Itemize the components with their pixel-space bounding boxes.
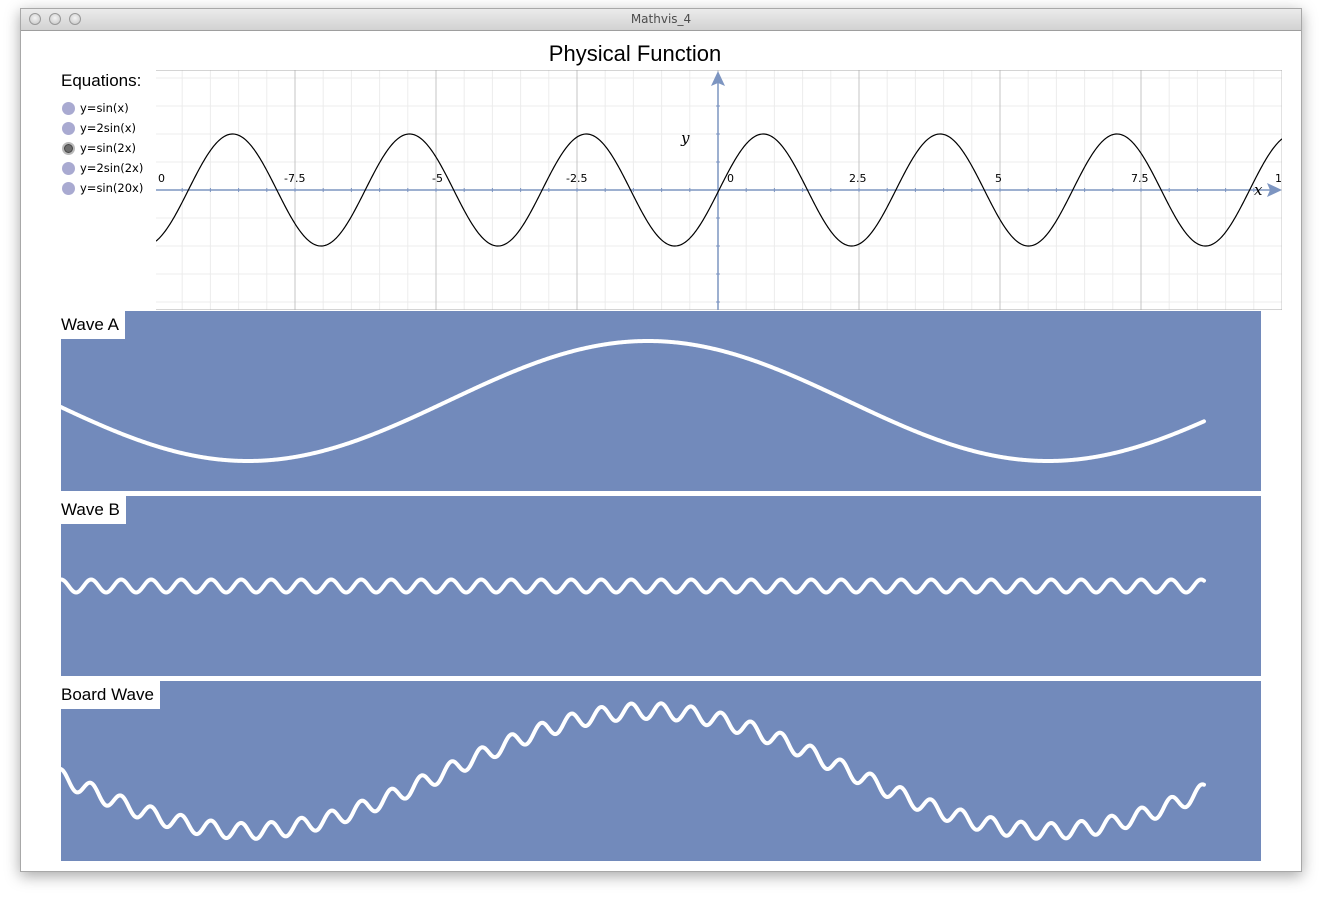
wave-b-plot: [61, 577, 1206, 595]
wave-a-line: [61, 339, 1206, 463]
board-wave-line: [61, 701, 1206, 841]
graph-title: Physical Function: [548, 41, 722, 66]
x-tick-label: -2.5: [566, 172, 587, 185]
x-tick-label: -7.5: [284, 172, 305, 185]
wave-a-plot: [61, 339, 1206, 463]
minimize-window-button[interactable]: [49, 13, 61, 25]
board-wave-plot: [61, 701, 1206, 841]
radio-button[interactable]: [62, 101, 75, 115]
wave-a-panel: Wave A: [61, 311, 1261, 491]
equation-option-sin-20x[interactable]: y=sin(20x): [62, 180, 143, 196]
x-tick-label: 5: [995, 172, 1002, 185]
board-wave-panel: Board Wave: [61, 681, 1261, 861]
y-axis-arrow: [711, 71, 725, 86]
wave-b-panel: Wave B: [61, 496, 1261, 676]
board-wave-label: Board Wave: [61, 681, 160, 709]
app-window: Mathvis_4 Physical Function Equations: y…: [20, 8, 1302, 872]
x-tick-label: 2.5: [849, 172, 867, 185]
function-curve-sin-2x: [156, 133, 1282, 247]
close-window-button[interactable]: [29, 13, 41, 25]
equation-option-sin-x[interactable]: y=sin(x): [62, 100, 129, 116]
equation-label: y=sin(x): [80, 101, 129, 115]
x-tick-label: 1: [1275, 172, 1282, 185]
wave-a-label: Wave A: [61, 311, 125, 339]
x-axis-label: x: [1254, 181, 1263, 199]
x-tick-label: 0: [158, 172, 165, 185]
zoom-window-button[interactable]: [69, 13, 81, 25]
equation-label: y=2sin(2x): [80, 161, 144, 175]
equation-option-sin-2x[interactable]: y=sin(2x): [62, 140, 136, 156]
function-graph[interactable]: 0 -7.5 -5 -2.5 0 2.5 5 7.5 1 y x: [156, 70, 1282, 310]
equation-option-2sin-2x[interactable]: y=2sin(2x): [62, 160, 143, 176]
title-bar: Mathvis_4: [21, 9, 1301, 31]
wave-b-line: [61, 577, 1206, 595]
equation-label: y=sin(20x): [80, 181, 144, 195]
equation-label: y=2sin(x): [80, 121, 137, 135]
equations-label: Equations:: [61, 71, 142, 90]
x-tick-label: -5: [432, 172, 443, 185]
radio-button[interactable]: [62, 121, 75, 135]
x-axis-arrow: [1267, 183, 1282, 197]
radio-button[interactable]: [62, 181, 75, 195]
wave-b-label: Wave B: [61, 496, 126, 524]
radio-button-selected[interactable]: [62, 141, 75, 155]
window-title: Mathvis_4: [630, 12, 692, 26]
equation-label: y=sin(2x): [80, 141, 137, 155]
x-tick-label: 0: [727, 172, 734, 185]
radio-button[interactable]: [62, 161, 75, 175]
equation-option-2sin-x[interactable]: y=2sin(x): [62, 120, 136, 136]
y-axis-label: y: [680, 129, 690, 147]
x-tick-label: 7.5: [1131, 172, 1149, 185]
